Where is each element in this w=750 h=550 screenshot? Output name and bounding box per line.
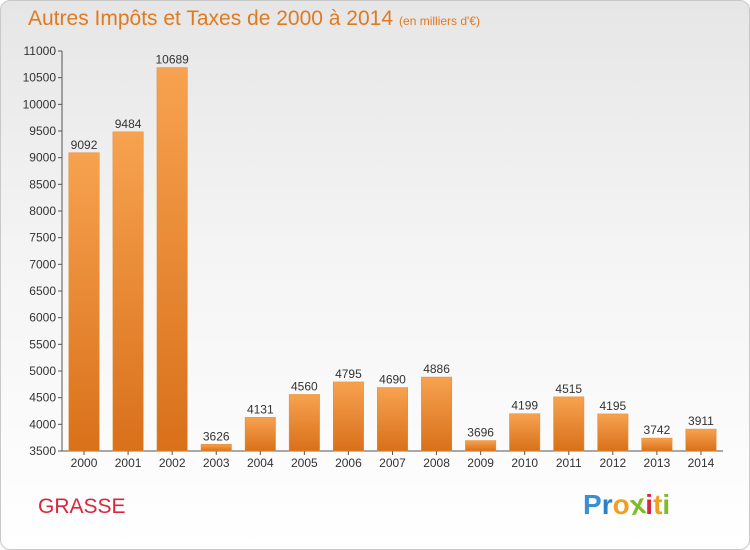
bar bbox=[68, 152, 100, 452]
y-tick-label: 10000 bbox=[23, 97, 57, 111]
bar bbox=[377, 387, 408, 452]
bar bbox=[553, 396, 585, 452]
x-tick-label: 2007 bbox=[379, 456, 406, 470]
city-name: GRASSE bbox=[38, 495, 126, 518]
y-tick-label: 8500 bbox=[29, 177, 56, 191]
logo-letter: t bbox=[653, 489, 663, 520]
x-tick-label: 2005 bbox=[291, 456, 318, 470]
x-tick-label: 2006 bbox=[335, 456, 362, 470]
x-tick-label: 2003 bbox=[203, 456, 230, 470]
x-tick-label: 2012 bbox=[599, 456, 626, 470]
y-tick-label: 9500 bbox=[29, 124, 56, 138]
bar-value-label: 4199 bbox=[511, 399, 538, 413]
y-tick-label: 5000 bbox=[29, 364, 56, 378]
bar bbox=[641, 437, 673, 452]
y-tick-label: 10500 bbox=[23, 71, 57, 85]
y-tick-label: 5500 bbox=[29, 337, 56, 351]
y-tick-label: 8000 bbox=[29, 204, 56, 218]
proxiti-logo: Proxiti bbox=[583, 488, 671, 521]
logo-letter: P bbox=[583, 489, 602, 520]
bar bbox=[200, 444, 232, 452]
bar bbox=[156, 67, 188, 452]
bar-value-label: 9092 bbox=[71, 138, 98, 152]
chart-title: Autres Impôts et Taxes de 2000 à 2014 (en… bbox=[28, 7, 480, 31]
bar-value-label: 4131 bbox=[247, 402, 274, 416]
bar bbox=[112, 131, 144, 452]
x-tick-label: 2008 bbox=[423, 456, 450, 470]
bar-value-label: 3626 bbox=[203, 429, 230, 443]
bar bbox=[332, 381, 364, 452]
logo-letter: i bbox=[645, 489, 654, 520]
x-tick-label: 2013 bbox=[644, 456, 671, 470]
logo-letter: r bbox=[601, 489, 613, 520]
bar-value-label: 4886 bbox=[423, 362, 450, 376]
bar-value-label: 10689 bbox=[155, 53, 189, 67]
bar-value-label: 3911 bbox=[688, 414, 714, 428]
x-tick-label: 2009 bbox=[467, 456, 494, 470]
logo-letter: i bbox=[662, 489, 671, 520]
x-tick-label: 2011 bbox=[556, 456, 582, 470]
bar-value-label: 3742 bbox=[644, 423, 671, 437]
y-tick-label: 7000 bbox=[29, 257, 56, 271]
logo-letter: o bbox=[612, 489, 630, 520]
bar bbox=[288, 394, 320, 452]
y-tick-label: 4500 bbox=[29, 391, 56, 405]
y-tick-label: 6000 bbox=[29, 311, 56, 325]
x-tick-label: 2004 bbox=[247, 456, 274, 470]
y-tick-label: 4000 bbox=[29, 417, 56, 431]
bar-value-label: 3696 bbox=[467, 426, 494, 440]
bar bbox=[421, 376, 453, 452]
y-tick-label: 7500 bbox=[29, 231, 56, 245]
x-tick-label: 2000 bbox=[71, 456, 98, 470]
bar bbox=[509, 413, 541, 452]
y-tick-label: 9000 bbox=[29, 151, 56, 165]
bar-value-label: 4515 bbox=[555, 382, 582, 396]
x-tick-label: 2014 bbox=[688, 456, 715, 470]
bar-value-label: 4795 bbox=[335, 367, 362, 381]
y-tick-label: 3500 bbox=[29, 444, 56, 458]
bar bbox=[685, 428, 717, 452]
y-tick-label: 11000 bbox=[24, 44, 57, 58]
y-tick-label: 6500 bbox=[29, 284, 56, 298]
x-tick-label: 2002 bbox=[159, 456, 186, 470]
bar bbox=[597, 413, 629, 452]
bar bbox=[465, 440, 497, 452]
bar-value-label: 9484 bbox=[115, 117, 142, 131]
bar-value-label: 4560 bbox=[291, 379, 318, 393]
x-tick-label: 2010 bbox=[511, 456, 538, 470]
chart-title-text: Autres Impôts et Taxes de 2000 à 2014 bbox=[28, 7, 394, 30]
bar bbox=[244, 417, 276, 452]
chart-subtitle: (en milliers d'€) bbox=[399, 14, 481, 28]
x-tick-label: 2001 bbox=[115, 456, 142, 470]
bar-value-label: 4690 bbox=[379, 373, 406, 387]
bar-value-label: 4195 bbox=[599, 399, 626, 413]
